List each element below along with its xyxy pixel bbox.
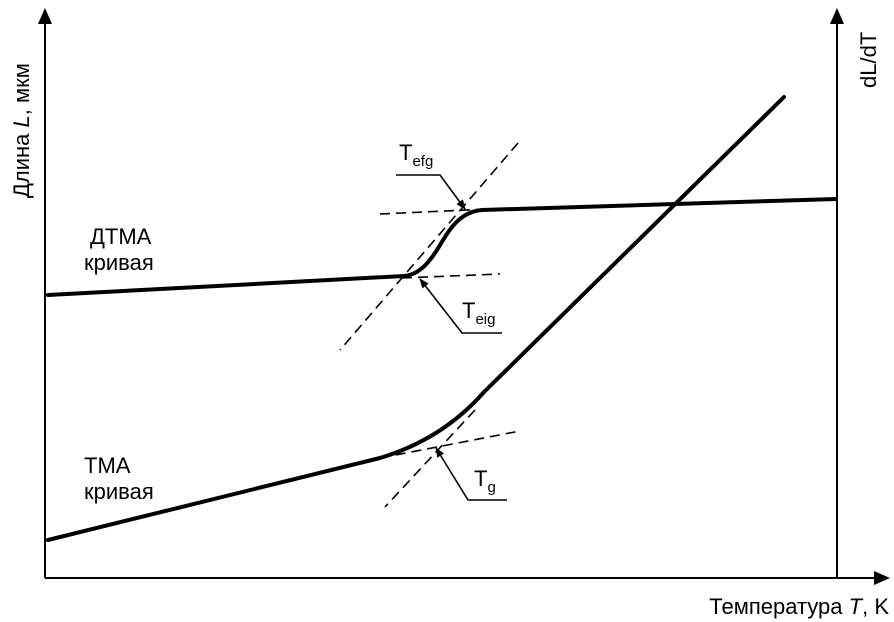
tefg-tangent-steep (339, 142, 519, 351)
tma-curve-label-line2: кривая (84, 479, 154, 504)
teig-leader (419, 278, 502, 334)
y-axis-right-arrow (830, 8, 844, 24)
tg-tangent-flat (379, 430, 521, 459)
tg-leader (435, 447, 507, 501)
tefg-tangent-flat (379, 207, 511, 215)
dtma-curve-label-line2: кривая (84, 250, 154, 275)
y-right-axis-label: dL/dT (856, 32, 881, 88)
tma-curve-label-line1: ТМА (84, 453, 131, 478)
tefg-leader (396, 174, 466, 210)
tg-label: Tg (474, 466, 496, 496)
teig-tangent-flat (401, 273, 501, 279)
dtma-curve-label-line1: ДТМА (90, 224, 152, 249)
x-axis-label: Температура T, K (709, 594, 889, 619)
dtma-curve (46, 197, 838, 297)
tefg-label: Tefg (399, 140, 433, 170)
y-left-axis-label: Длина L, мкм (9, 63, 34, 198)
y-axis-left-arrow (38, 8, 52, 24)
tma-curve (46, 95, 786, 542)
tg-tangent-steep (384, 409, 476, 508)
teig-label: Teig (462, 298, 495, 328)
x-axis-arrow (874, 571, 890, 585)
